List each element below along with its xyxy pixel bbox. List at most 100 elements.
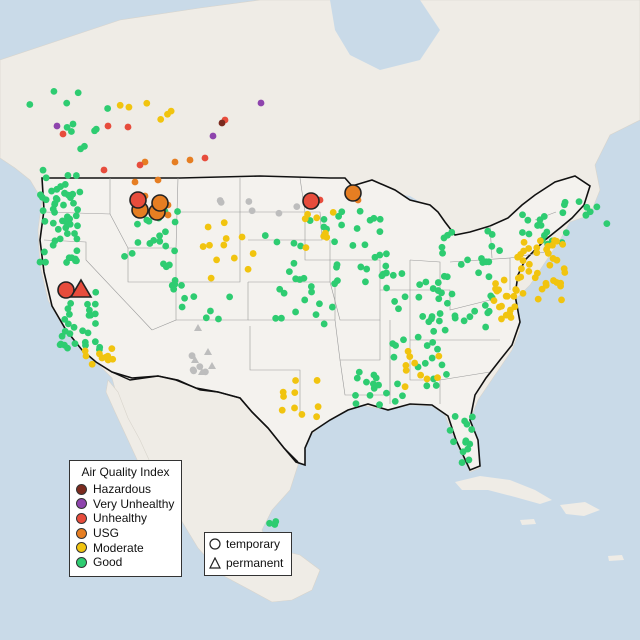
station-marker[interactable] [186, 156, 194, 164]
station-marker[interactable] [61, 189, 69, 197]
station-marker[interactable] [74, 89, 82, 97]
station-marker[interactable] [190, 367, 198, 375]
station-marker[interactable] [162, 228, 169, 236]
station-marker[interactable] [560, 201, 568, 209]
station-marker[interactable] [92, 320, 99, 327]
station-marker[interactable] [63, 259, 70, 266]
station-marker[interactable] [533, 249, 541, 257]
station-marker[interactable] [383, 250, 390, 258]
station-marker[interactable] [220, 219, 228, 227]
station-marker[interactable] [63, 123, 71, 131]
station-marker[interactable] [222, 235, 230, 242]
station-marker[interactable] [53, 122, 61, 130]
station-marker[interactable] [49, 205, 57, 213]
station-marker[interactable] [307, 283, 315, 290]
station-marker[interactable] [213, 256, 221, 264]
station-marker[interactable] [361, 241, 369, 249]
station-marker[interactable] [67, 194, 74, 201]
station-marker[interactable] [190, 293, 198, 301]
station-marker[interactable] [438, 243, 446, 251]
station-marker[interactable] [245, 198, 253, 205]
station-marker[interactable] [524, 216, 532, 224]
station-marker[interactable] [48, 187, 55, 195]
station-marker[interactable] [121, 252, 128, 260]
station-marker[interactable] [376, 215, 384, 223]
station-marker[interactable] [249, 250, 257, 257]
station-marker[interactable] [485, 258, 493, 266]
station-marker[interactable] [520, 247, 527, 255]
station-marker[interactable] [313, 377, 321, 384]
station-marker[interactable] [479, 259, 487, 266]
station-marker[interactable] [488, 242, 496, 250]
station-marker[interactable] [76, 188, 84, 196]
station-marker[interactable] [525, 245, 533, 252]
station-marker[interactable] [475, 269, 482, 277]
station-marker[interactable] [257, 99, 265, 107]
station-marker[interactable] [61, 315, 69, 323]
station-marker[interactable] [519, 229, 526, 236]
temporary-monitor-marker[interactable] [344, 184, 362, 202]
station-marker[interactable] [512, 286, 520, 293]
station-marker[interactable] [104, 105, 112, 112]
station-marker[interactable] [290, 239, 298, 247]
station-marker[interactable] [421, 359, 429, 367]
station-marker[interactable] [154, 176, 162, 184]
station-marker[interactable] [520, 238, 528, 246]
station-marker[interactable] [557, 279, 565, 287]
station-marker[interactable] [518, 265, 525, 273]
station-marker[interactable] [275, 209, 283, 217]
station-marker[interactable] [434, 279, 442, 286]
station-marker[interactable] [81, 338, 89, 346]
station-marker[interactable] [457, 261, 465, 268]
station-marker[interactable] [356, 207, 364, 215]
station-marker[interactable] [73, 247, 81, 255]
station-marker[interactable] [36, 258, 44, 266]
station-marker[interactable] [218, 119, 226, 127]
station-marker[interactable] [482, 323, 490, 331]
station-marker[interactable] [128, 249, 136, 257]
station-marker[interactable] [550, 277, 557, 284]
station-marker[interactable] [464, 256, 471, 264]
station-marker[interactable] [206, 241, 213, 249]
station-marker[interactable] [593, 203, 601, 211]
station-marker[interactable] [39, 207, 47, 215]
station-marker[interactable] [72, 212, 80, 220]
temporary-monitor-marker[interactable] [57, 281, 75, 299]
station-marker[interactable] [150, 237, 158, 244]
station-marker[interactable] [181, 294, 188, 302]
station-marker[interactable] [382, 262, 390, 270]
station-marker[interactable] [201, 154, 209, 162]
station-marker[interactable] [493, 287, 501, 295]
station-marker[interactable] [355, 368, 363, 376]
station-marker[interactable] [383, 284, 390, 292]
station-marker[interactable] [425, 318, 433, 326]
station-marker[interactable] [423, 375, 431, 383]
station-marker[interactable] [492, 280, 499, 287]
station-marker[interactable] [417, 371, 425, 379]
station-marker[interactable] [134, 239, 142, 246]
station-marker[interactable] [291, 404, 298, 412]
station-marker[interactable] [353, 374, 361, 382]
station-marker[interactable] [215, 315, 222, 323]
station-marker[interactable] [383, 389, 390, 397]
station-marker[interactable] [42, 258, 49, 266]
station-marker[interactable] [209, 132, 217, 140]
station-marker[interactable] [468, 426, 476, 433]
station-marker[interactable] [333, 263, 340, 271]
station-marker[interactable] [54, 225, 62, 233]
station-marker[interactable] [559, 240, 567, 248]
station-marker[interactable] [338, 221, 346, 229]
station-marker[interactable] [458, 459, 466, 466]
station-marker[interactable] [297, 242, 305, 250]
station-marker[interactable] [167, 107, 175, 115]
station-marker[interactable] [582, 211, 590, 219]
station-marker[interactable] [170, 285, 178, 293]
station-marker[interactable] [72, 257, 79, 265]
station-marker[interactable] [298, 411, 306, 418]
station-marker[interactable] [320, 320, 328, 328]
station-marker[interactable] [96, 350, 103, 358]
station-marker[interactable] [91, 310, 99, 318]
station-marker[interactable] [451, 314, 459, 322]
station-marker[interactable] [72, 172, 80, 179]
